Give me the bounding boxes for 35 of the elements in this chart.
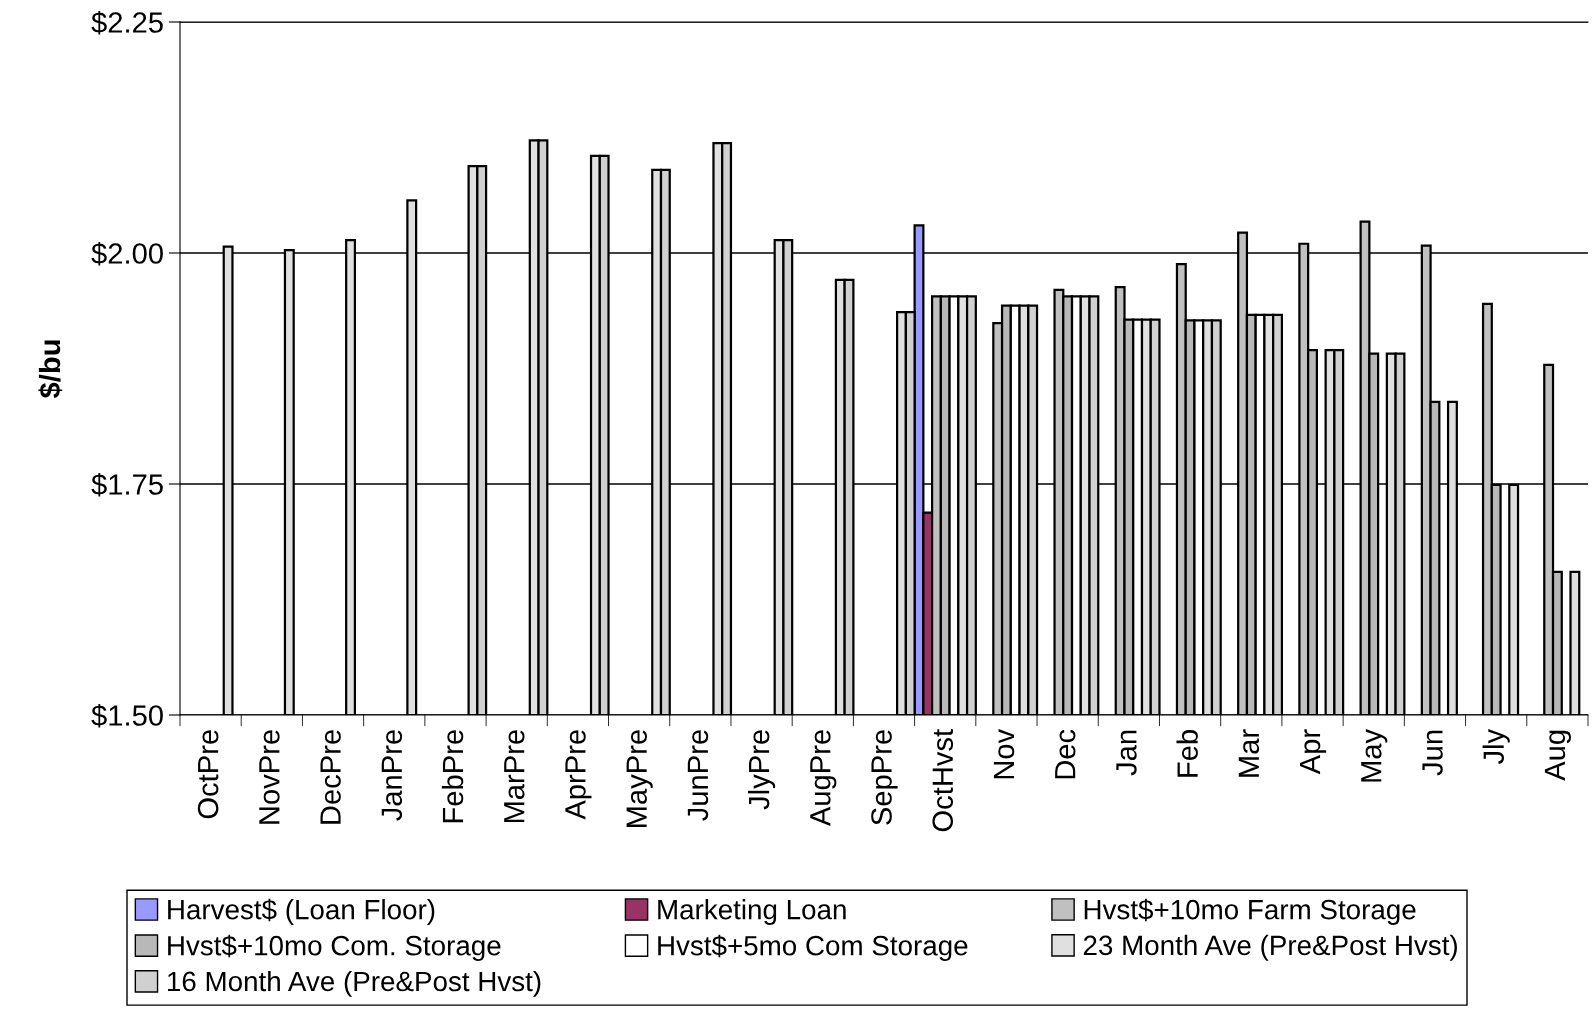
x-tick-label: Dec [1055,729,1076,779]
x-tick-label: Jly [1482,728,1510,765]
y-axis-title: $/bu [38,340,63,399]
x-tick-label: MarPre [504,730,525,823]
x-tick-label: OctHvst [932,729,954,832]
y-tick-label: $2.00 [91,241,163,266]
legend-label: Hvst$+10mo Com. Storage [168,934,501,962]
x-tick-label: MayPre [626,730,653,827]
x-tick-label: OctPre [197,730,219,819]
y-tick-label: $1.50 [91,703,163,728]
x-tick-label: Nov [993,728,1015,779]
x-tick-label: FebPre [441,730,464,823]
x-tick-label: Jan [1116,730,1137,776]
x-tick-label: SepPre [871,730,898,825]
x-tick-label: Jun [1422,730,1443,776]
legend-label: Hvst$+5mo Com Storage [658,934,968,962]
legend-label: 23 Month Ave (Pre&Post Hvst) [1083,934,1457,961]
x-tick-label: JanPre [381,730,403,821]
x-tick-label: JunPre [687,730,709,821]
y-tick-label: $1.75 [91,472,163,497]
legend-label: Hvst$+10mo Farm Storage [1084,898,1416,925]
x-tick-label: DecPre [320,730,341,824]
x-tick-label: Mar [1238,729,1260,777]
x-tick-label: JlyPre [747,730,776,810]
x-tick-label: Apr [1300,729,1327,775]
x-tick-label: AprPre [565,730,592,820]
x-tick-label: AugPre [810,730,837,827]
y-tick-label: $2.25 [91,10,163,35]
legend-label: 16 Month Ave (Pre&Post Hvst) [168,970,541,997]
legend-label: Marketing Loan [658,899,846,925]
x-tick-label: Aug [1544,730,1571,781]
legend-label: Harvest$ (Loan Floor) [168,898,435,925]
x-tick-label: May [1361,728,1388,782]
x-tick-label: NovPre [259,730,280,824]
x-tick-label: Feb [1176,730,1198,777]
